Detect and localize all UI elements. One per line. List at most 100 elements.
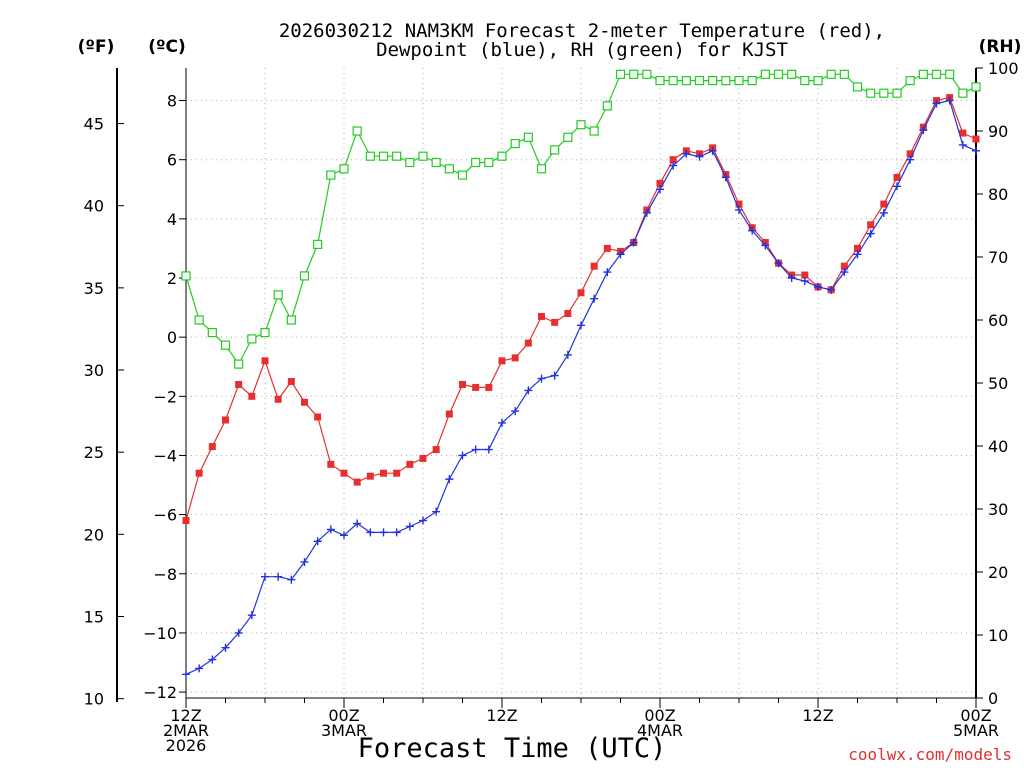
temperature-point	[880, 200, 888, 208]
dewpoint-point	[234, 628, 243, 637]
series-rh	[181, 69, 981, 369]
rh-tick-label: 30	[988, 500, 1008, 519]
temperature-point	[380, 469, 387, 477]
temperature-point	[972, 135, 980, 143]
dewpoint-point	[853, 250, 862, 259]
temperature-point	[208, 443, 216, 451]
celsius-tick-label: −12	[143, 683, 177, 702]
temperature-point	[459, 380, 466, 388]
rh-tick-label: 20	[988, 563, 1008, 582]
dewpoint-point	[827, 285, 836, 294]
fahrenheit-tick-label: 15	[84, 607, 104, 626]
rh-point	[313, 239, 323, 249]
rh-point	[405, 157, 415, 168]
rh-point	[760, 69, 770, 79]
rh-point	[642, 69, 652, 79]
dewpoint-point	[919, 126, 928, 135]
dewpoint-point	[432, 507, 441, 516]
rh-point	[234, 359, 244, 369]
rh-point	[773, 69, 784, 79]
dewpoint-point	[669, 161, 678, 170]
rh-point	[181, 271, 191, 281]
rh-point	[589, 126, 599, 136]
temperature-point	[498, 357, 506, 365]
rh-point	[444, 164, 454, 174]
temperature-point	[366, 472, 374, 480]
x-tick-label: 4MAR	[637, 721, 683, 740]
dewpoint-point	[261, 572, 269, 581]
rh-point	[945, 69, 955, 79]
dewpoint-point	[603, 268, 612, 277]
fahrenheit-tick-label: 25	[84, 443, 104, 462]
gridlines	[186, 68, 976, 698]
rh-point	[694, 75, 705, 86]
dewpoint-point	[840, 268, 849, 277]
dewpoint-point	[511, 407, 520, 416]
temperature-point	[656, 179, 664, 187]
rh-point	[892, 88, 902, 98]
dewpoint-point	[353, 519, 362, 528]
dewpoint-point	[945, 96, 954, 105]
temperature-point	[419, 454, 427, 462]
dewpoint-point	[761, 241, 770, 250]
dewpoint-point	[695, 152, 704, 161]
dewpoint-point	[287, 575, 296, 584]
rh-tick-label: 100	[988, 59, 1019, 78]
dewpoint-point	[524, 386, 533, 395]
rh-point	[194, 315, 204, 325]
rh-point	[905, 75, 915, 86]
dewpoint-point	[563, 350, 572, 359]
rh-point	[273, 290, 283, 300]
rh-point	[839, 69, 849, 79]
dewpoint-point	[221, 643, 230, 652]
rh-point	[629, 69, 639, 79]
dewpoint-point	[484, 445, 493, 454]
temperature-point	[393, 469, 401, 477]
dewpoint-point	[379, 528, 388, 537]
rh-point	[457, 170, 468, 180]
rh-point	[708, 75, 718, 86]
temperature-point	[590, 262, 598, 270]
rh-point	[378, 151, 389, 161]
temperature-point	[248, 392, 256, 400]
x-tick-label: 12Z	[802, 706, 833, 725]
dewpoint-point	[893, 182, 901, 191]
rh-point	[471, 157, 481, 168]
temperature-point	[524, 339, 532, 347]
temperature-point	[551, 318, 559, 326]
celsius-tick-label: −2	[153, 387, 177, 406]
temperature-point	[867, 221, 875, 229]
rh-tick-label: 0	[988, 689, 998, 708]
dewpoint-point	[958, 140, 967, 149]
dewpoint-point	[932, 99, 941, 108]
rh-point	[286, 315, 296, 325]
temperature-point	[840, 262, 848, 270]
x-tick-label: 00Z	[960, 706, 991, 725]
dewpoint-point	[906, 155, 915, 164]
dewpoint-point	[879, 208, 888, 217]
dewpoint-point	[774, 259, 783, 268]
temperature-point	[472, 383, 480, 391]
axes: −12 −10 −8 −6 −4 −2 0 2 4 6 8 10 15 20 25 30 35 40 45 0 10 20…	[84, 59, 1019, 755]
rh-point	[418, 151, 428, 161]
celsius-tick-label: 6	[167, 151, 177, 170]
dewpoint-point	[537, 374, 546, 383]
fahrenheit-tick-label: 45	[84, 115, 104, 134]
dewpoint-point	[471, 445, 480, 454]
temperature-point	[445, 410, 453, 418]
celsius-tick-label: −4	[153, 446, 177, 465]
rh-point	[326, 170, 336, 180]
dewpoint-point	[629, 238, 638, 247]
temperature-point	[564, 309, 572, 317]
x-tick-label: 2MAR	[163, 721, 209, 740]
rh-point	[523, 132, 533, 142]
temperature-point	[603, 244, 611, 252]
series-dewpoint	[182, 96, 980, 679]
celsius-tick-label: −8	[153, 565, 177, 584]
temperature-point	[669, 156, 677, 164]
dewpoint-point	[721, 173, 730, 182]
temperature-point	[959, 129, 967, 137]
rh-point	[655, 75, 665, 86]
